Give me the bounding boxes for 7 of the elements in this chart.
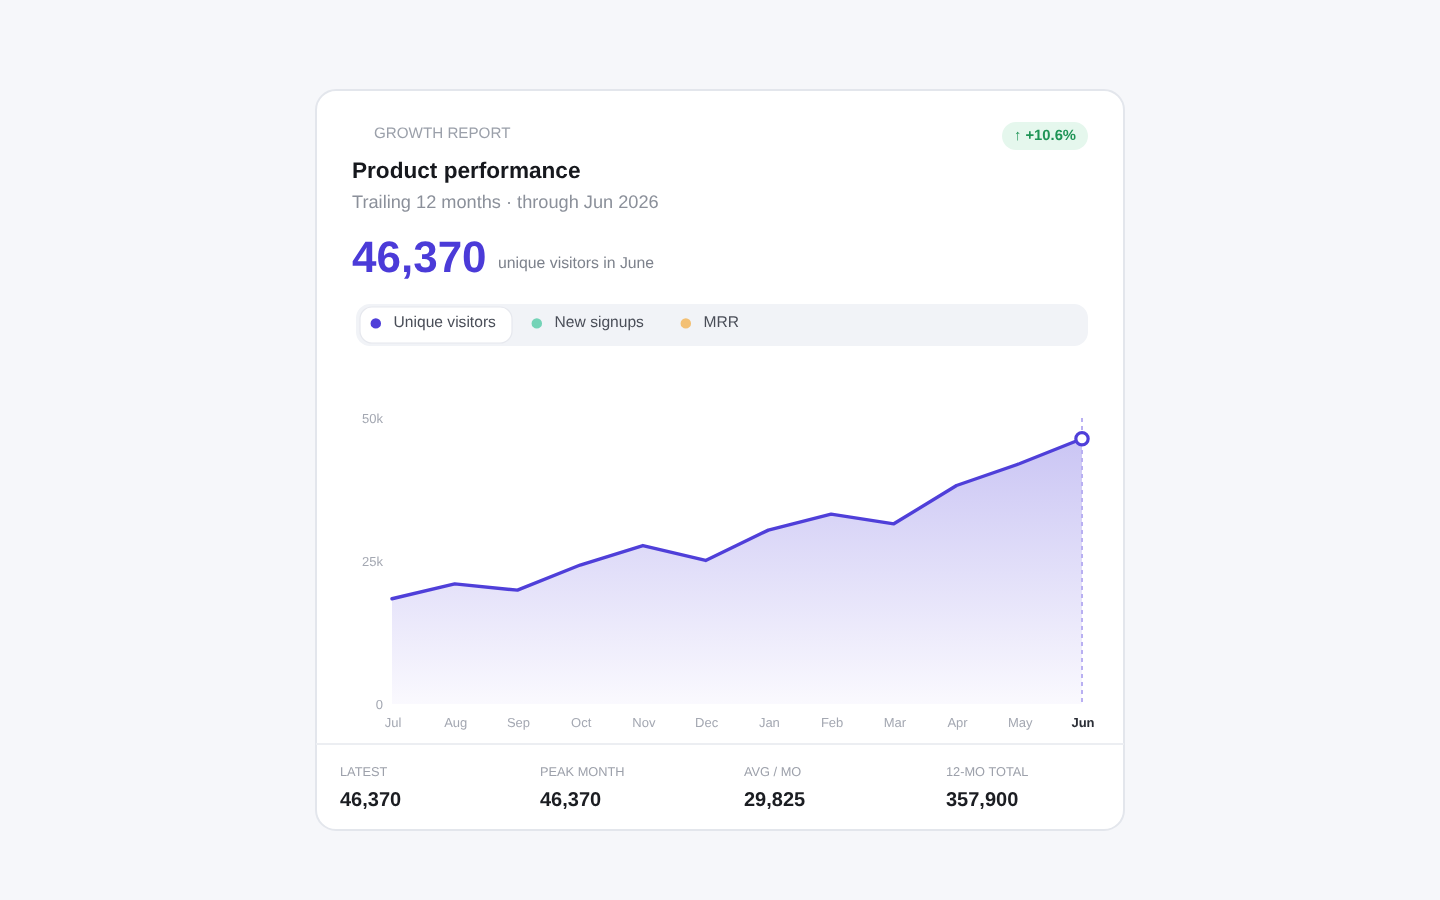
text: 46,370 — [340, 790, 403, 812]
text: 46,370 — [540, 790, 603, 812]
text: 357,900 — [946, 790, 1020, 812]
text: 46,370 — [352, 232, 487, 282]
chart-subtitle: Trailing 12 months · through Jun 2026 — [352, 192, 659, 212]
chart-title: Product performance — [352, 160, 581, 184]
text: 29,825 — [744, 790, 807, 812]
